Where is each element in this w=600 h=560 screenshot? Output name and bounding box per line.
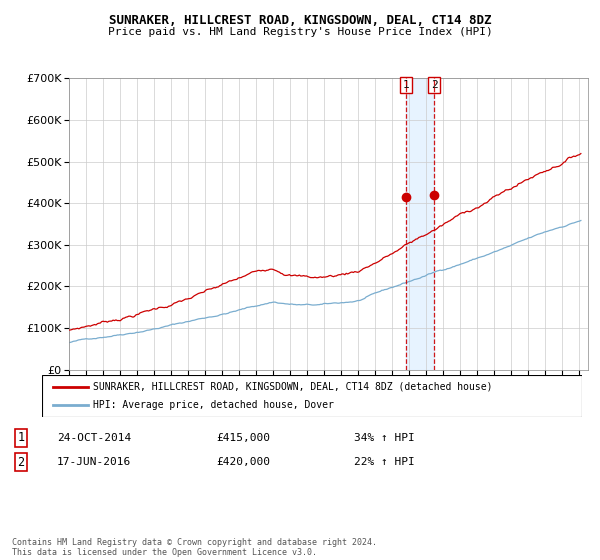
Text: 34% ↑ HPI: 34% ↑ HPI: [354, 433, 415, 443]
Text: 1: 1: [17, 431, 25, 445]
Text: 2: 2: [17, 455, 25, 469]
Text: Contains HM Land Registry data © Crown copyright and database right 2024.
This d: Contains HM Land Registry data © Crown c…: [12, 538, 377, 557]
Text: Price paid vs. HM Land Registry's House Price Index (HPI): Price paid vs. HM Land Registry's House …: [107, 27, 493, 37]
Text: £415,000: £415,000: [216, 433, 270, 443]
Text: HPI: Average price, detached house, Dover: HPI: Average price, detached house, Dove…: [94, 400, 334, 410]
Text: SUNRAKER, HILLCREST ROAD, KINGSDOWN, DEAL, CT14 8DZ: SUNRAKER, HILLCREST ROAD, KINGSDOWN, DEA…: [109, 14, 491, 27]
Text: 22% ↑ HPI: 22% ↑ HPI: [354, 457, 415, 467]
Text: £420,000: £420,000: [216, 457, 270, 467]
Text: 1: 1: [403, 80, 409, 90]
Text: SUNRAKER, HILLCREST ROAD, KINGSDOWN, DEAL, CT14 8DZ (detached house): SUNRAKER, HILLCREST ROAD, KINGSDOWN, DEA…: [94, 382, 493, 392]
Text: 24-OCT-2014: 24-OCT-2014: [57, 433, 131, 443]
Text: 2: 2: [431, 80, 437, 90]
Text: 17-JUN-2016: 17-JUN-2016: [57, 457, 131, 467]
FancyBboxPatch shape: [42, 375, 582, 417]
Bar: [406, 78, 434, 370]
